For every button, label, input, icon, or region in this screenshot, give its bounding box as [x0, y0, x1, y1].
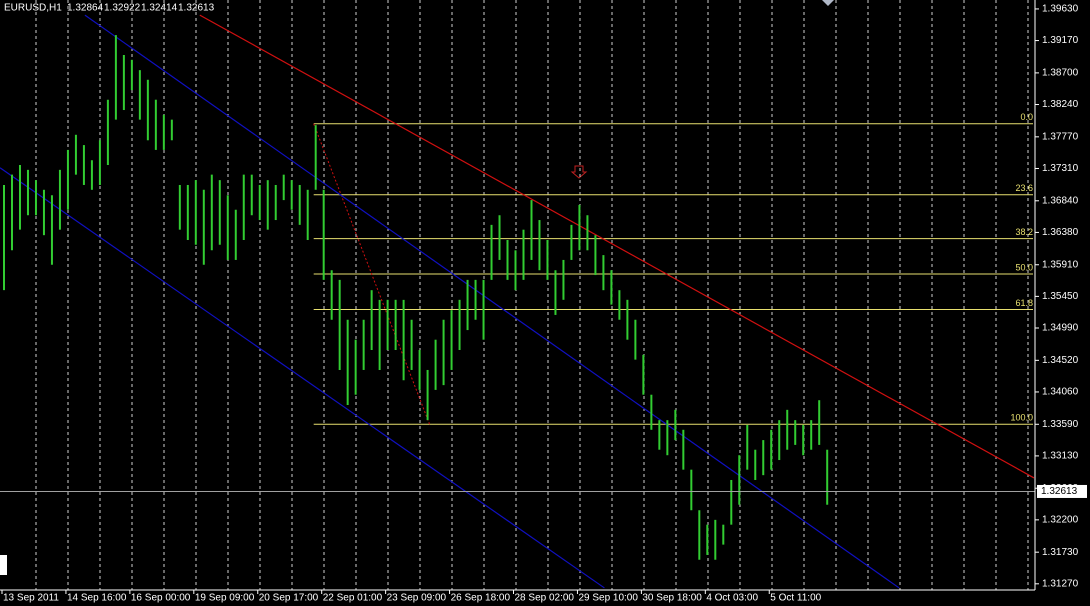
y-tick-label: 1.31270 [1042, 578, 1079, 589]
scroll-handle[interactable] [0, 555, 7, 575]
x-tick-label: 20 Sep 17:00 [259, 593, 319, 604]
fib-level-label: 100.0 [1010, 413, 1033, 423]
y-tick-label: 1.35910 [1042, 259, 1079, 270]
x-tick-label: 28 Sep 02:00 [515, 593, 575, 604]
y-tick-label: 1.38700 [1042, 68, 1079, 79]
x-tick-label: 23 Sep 09:00 [387, 593, 447, 604]
y-tick-label: 1.36840 [1042, 195, 1079, 206]
quote-low: 1.32414 [141, 3, 178, 14]
x-tick-label: 26 Sep 18:00 [451, 593, 511, 604]
fib-level-label: 61.8 [1015, 298, 1033, 308]
fib-level-label: 23.6 [1015, 183, 1033, 193]
symbol: EURUSD,H1 [4, 3, 62, 14]
y-tick-label: 1.33590 [1042, 419, 1079, 430]
sell-arrow [570, 165, 588, 179]
y-tick-label: 1.34990 [1042, 323, 1079, 334]
trendline [0, 167, 605, 589]
current-price-box [1037, 484, 1087, 498]
y-tick-label: 1.39630 [1042, 4, 1079, 15]
y-tick-label: 1.32200 [1042, 515, 1079, 526]
quote-open: 1.32864 [67, 3, 104, 14]
x-tick-label: 30 Sep 18:00 [642, 593, 702, 604]
y-tick-label: 1.34060 [1042, 387, 1079, 398]
x-tick-label: 13 Sep 2011 [3, 593, 59, 604]
y-tick-label: 1.37770 [1042, 131, 1079, 142]
current-price-label: 1.32613 [1041, 486, 1078, 497]
y-tick-label: 1.34520 [1042, 355, 1079, 366]
fib-level-label: 50.0 [1015, 262, 1033, 272]
y-tick-label: 1.36380 [1042, 227, 1079, 238]
axis-panel [1035, 0, 1090, 606]
y-tick-label: 1.37310 [1042, 163, 1079, 174]
y-tick-label: 1.31730 [1042, 547, 1079, 558]
x-tick-label: 16 Sep 00:00 [131, 593, 191, 604]
x-tick-label: 19 Sep 09:00 [195, 593, 255, 604]
fib-baseline [313, 123, 431, 425]
quote-high: 1.32922 [104, 3, 141, 14]
y-tick-label: 1.35450 [1042, 291, 1079, 302]
x-tick-label: 14 Sep 16:00 [67, 593, 127, 604]
x-tick-label: 22 Sep 01:00 [323, 593, 383, 604]
y-tick-label: 1.39170 [1042, 35, 1079, 46]
trendline [84, 14, 900, 589]
axis-panel [0, 590, 1090, 606]
x-tick-label: 4 Oct 03:00 [706, 593, 758, 604]
x-tick-label: 5 Oct 11:00 [770, 593, 821, 604]
fib-level-label: 0.0 [1020, 112, 1033, 122]
y-tick-label: 1.33130 [1042, 451, 1079, 462]
trendline [199, 14, 1035, 479]
x-tick-label: 29 Sep 10:00 [578, 593, 638, 604]
scroll-marker [822, 0, 834, 6]
y-tick-label: 1.38240 [1042, 99, 1079, 110]
fib-level-label: 38.2 [1015, 227, 1033, 237]
